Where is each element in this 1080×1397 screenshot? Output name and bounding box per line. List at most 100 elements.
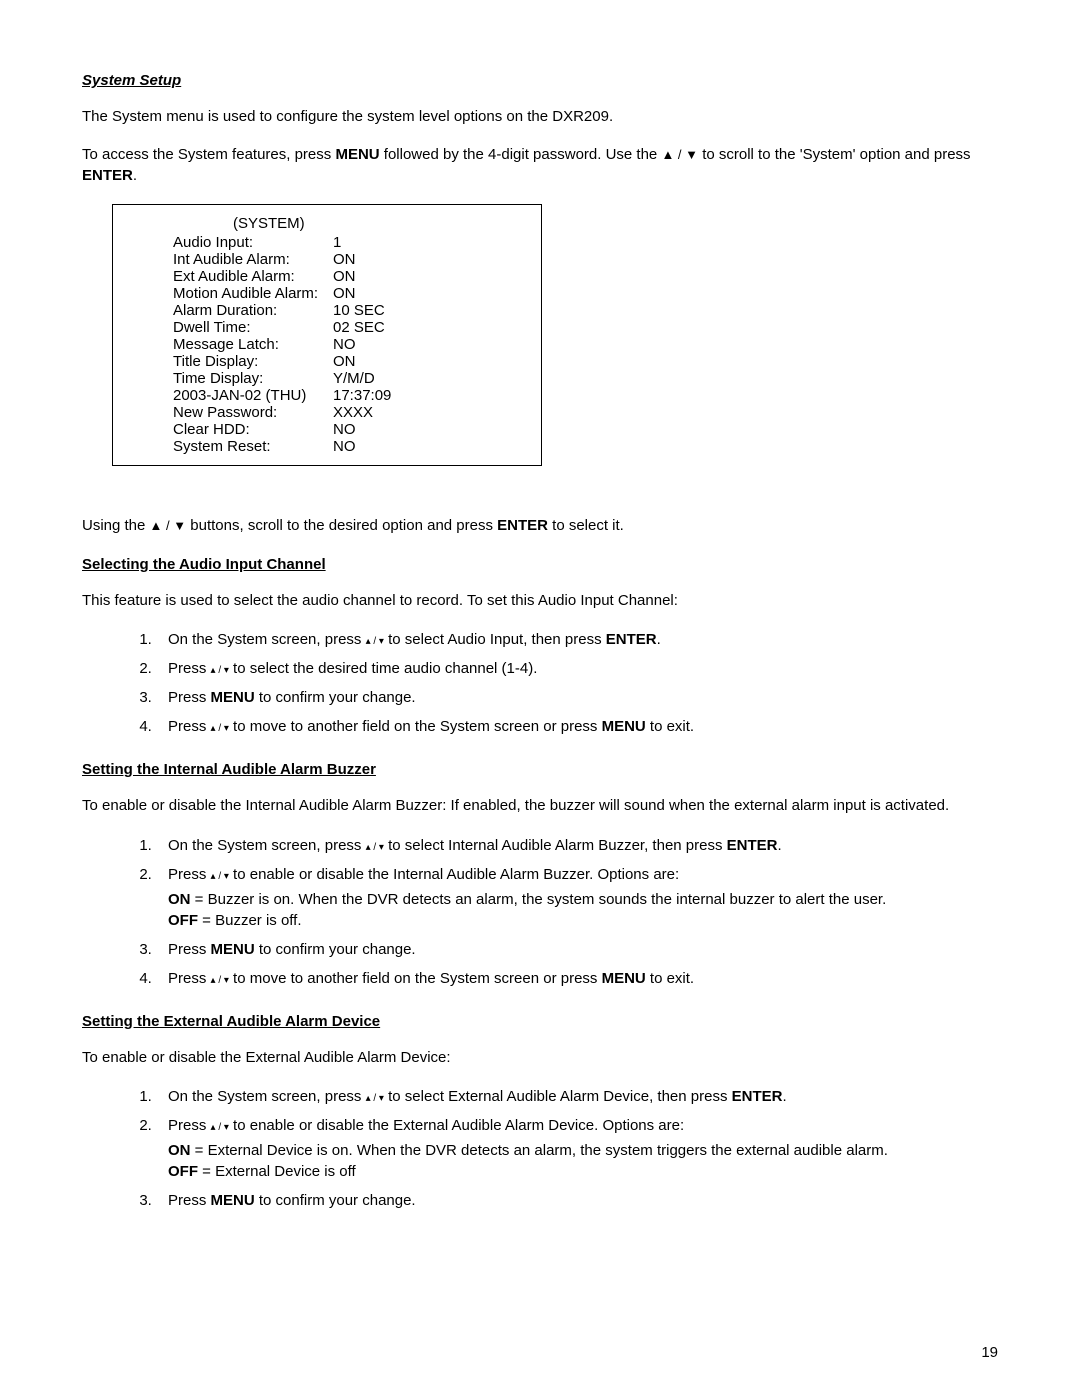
menu-row: Alarm Duration:10 SEC <box>173 302 523 319</box>
up-down-arrows-icon: ▴ / ▾ <box>211 723 229 734</box>
menu-value: 17:37:09 <box>333 387 523 404</box>
up-down-arrows-icon: ▴ / ▾ <box>366 842 384 853</box>
text: On the System screen, press <box>168 631 366 648</box>
menu-value: NO <box>333 336 523 353</box>
up-down-arrows-icon: ▲ / ▼ <box>150 518 187 533</box>
menu-value: ON <box>333 353 523 370</box>
up-down-arrows-icon: ▲ / ▼ <box>661 147 698 162</box>
step-item: Press MENU to confirm your change. <box>156 1190 998 1211</box>
menu-row: System Reset:NO <box>173 438 523 455</box>
step-item: On the System screen, press ▴ / ▾ to sel… <box>156 629 998 650</box>
step-item: Press ▴ / ▾ to enable or disable the Ext… <box>156 1115 998 1182</box>
menu-row: Message Latch:NO <box>173 336 523 353</box>
text: to confirm your change. <box>255 689 416 706</box>
menu-value: XXXX <box>333 404 523 421</box>
text: Press <box>168 718 211 735</box>
up-down-arrows-icon: ▴ / ▾ <box>366 636 384 647</box>
menu-label: Ext Audible Alarm: <box>173 268 333 285</box>
intro-1: The System menu is used to configure the… <box>82 107 998 127</box>
text: On the System screen, press <box>168 1088 366 1105</box>
menu-value: ON <box>333 251 523 268</box>
section-intro: To enable or disable the Internal Audibl… <box>82 796 998 816</box>
off-label: OFF <box>168 1163 198 1180</box>
menu-value: 02 SEC <box>333 319 523 336</box>
steps-list: On the System screen, press ▴ / ▾ to sel… <box>82 629 998 737</box>
option-on: ON = Buzzer is on. When the DVR detects … <box>168 889 998 910</box>
menu-label: New Password: <box>173 404 333 421</box>
option-off: OFF = Buzzer is off. <box>168 910 998 931</box>
text: to exit. <box>646 970 694 987</box>
menu-row: Time Display:Y/M/D <box>173 370 523 387</box>
enter-key: ENTER <box>606 631 657 648</box>
menu-row: Title Display:ON <box>173 353 523 370</box>
after-menu-text: Using the ▲ / ▼ buttons, scroll to the d… <box>82 516 998 536</box>
text: To access the System features, press <box>82 146 335 163</box>
step-item: Press ▴ / ▾ to move to another field on … <box>156 968 998 989</box>
text: Press <box>168 689 211 706</box>
menu-key: MENU <box>211 941 255 958</box>
text: Press <box>168 970 211 987</box>
step-item: Press ▴ / ▾ to move to another field on … <box>156 716 998 737</box>
menu-key: MENU <box>211 689 255 706</box>
text: Press <box>168 941 211 958</box>
menu-row: New Password:XXXX <box>173 404 523 421</box>
text: . <box>777 837 781 854</box>
text: . <box>133 167 137 184</box>
text: = External Device is off <box>198 1163 356 1180</box>
intro-2: To access the System features, press MEN… <box>82 145 998 186</box>
text: Press <box>168 660 211 677</box>
text: Press <box>168 1192 211 1209</box>
up-down-arrows-icon: ▴ / ▾ <box>211 665 229 676</box>
text: Press <box>168 866 211 883</box>
step-item: Press ▴ / ▾ to select the desired time a… <box>156 658 998 679</box>
menu-value: 1 <box>333 234 523 251</box>
text: to select the desired time audio channel… <box>229 660 538 677</box>
page-number: 19 <box>981 1344 998 1361</box>
step-item: Press ▴ / ▾ to enable or disable the Int… <box>156 864 998 931</box>
step-item: On the System screen, press ▴ / ▾ to sel… <box>156 1086 998 1107</box>
text: . <box>657 631 661 648</box>
option-on: ON = External Device is on. When the DVR… <box>168 1140 998 1161</box>
menu-row: Clear HDD:NO <box>173 421 523 438</box>
text: followed by the 4-digit password. Use th… <box>380 146 662 163</box>
text: to select Internal Audible Alarm Buzzer,… <box>384 837 727 854</box>
step-item: Press MENU to confirm your change. <box>156 939 998 960</box>
section-heading-internal-alarm: Setting the Internal Audible Alarm Buzze… <box>82 761 998 778</box>
text: to move to another field on the System s… <box>229 970 602 987</box>
text: to enable or disable the External Audibl… <box>229 1117 684 1134</box>
menu-row: Motion Audible Alarm:ON <box>173 285 523 302</box>
menu-value: 10 SEC <box>333 302 523 319</box>
menu-label: Title Display: <box>173 353 333 370</box>
enter-key: ENTER <box>727 837 778 854</box>
text: . <box>782 1088 786 1105</box>
menu-row: Dwell Time:02 SEC <box>173 319 523 336</box>
text: to confirm your change. <box>255 1192 416 1209</box>
menu-label: System Reset: <box>173 438 333 455</box>
menu-label: 2003-JAN-02 (THU) <box>173 387 333 404</box>
page: System Setup The System menu is used to … <box>0 0 1080 1397</box>
text: to select it. <box>548 517 624 534</box>
text: to enable or disable the Internal Audibl… <box>229 866 679 883</box>
up-down-arrows-icon: ▴ / ▾ <box>211 871 229 882</box>
menu-value: ON <box>333 268 523 285</box>
on-label: ON <box>168 1142 191 1159</box>
text: = External Device is on. When the DVR de… <box>191 1142 888 1159</box>
enter-key: ENTER <box>497 517 548 534</box>
menu-label: Audio Input: <box>173 234 333 251</box>
up-down-arrows-icon: ▴ / ▾ <box>211 1122 229 1133</box>
text: to exit. <box>646 718 694 735</box>
system-menu-box: (SYSTEM) Audio Input:1Int Audible Alarm:… <box>112 204 542 466</box>
enter-key: ENTER <box>82 167 133 184</box>
menu-label: Message Latch: <box>173 336 333 353</box>
text: to confirm your change. <box>255 941 416 958</box>
text: On the System screen, press <box>168 837 366 854</box>
steps-list: On the System screen, press ▴ / ▾ to sel… <box>82 1086 998 1211</box>
text: buttons, scroll to the desired option an… <box>186 517 497 534</box>
section-heading-external-alarm: Setting the External Audible Alarm Devic… <box>82 1013 998 1030</box>
step-item: Press MENU to confirm your change. <box>156 687 998 708</box>
section-heading-audio-input: Selecting the Audio Input Channel <box>82 556 998 573</box>
text: to select Audio Input, then press <box>384 631 606 648</box>
menu-row: Ext Audible Alarm:ON <box>173 268 523 285</box>
text: to scroll to the 'System' option and pre… <box>698 146 971 163</box>
menu-key: MENU <box>211 1192 255 1209</box>
